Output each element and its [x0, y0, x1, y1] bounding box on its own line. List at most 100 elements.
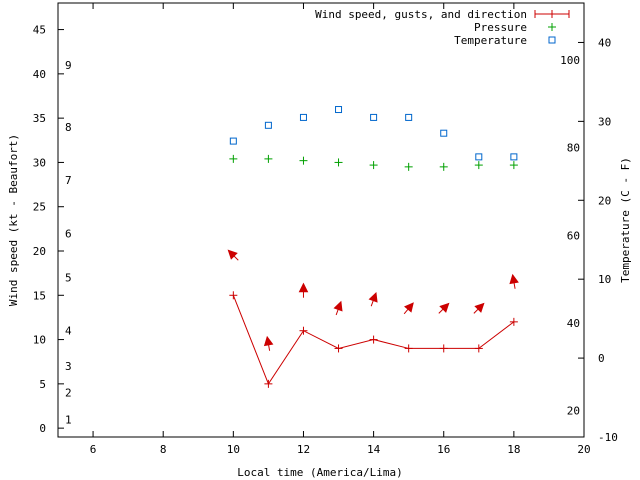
y-left-tick-label: 20 [33, 245, 46, 258]
x-tick-label: 10 [227, 443, 240, 456]
pressure-point [404, 162, 413, 171]
plot-area [57, 2, 585, 438]
temperature-point [299, 113, 307, 121]
pressure-point [264, 154, 273, 163]
y-left-tick-label: 40 [33, 68, 46, 81]
beaufort-scale: 1 2 3 4 5 6 7 8 9 [65, 59, 72, 426]
y-right-fahrenheit-label: 20 [567, 405, 580, 418]
temperature-point [510, 153, 518, 161]
wind-speed-point [509, 317, 518, 326]
wind-speed-point [229, 291, 238, 300]
temperature-point [335, 106, 343, 114]
temperature-point [405, 113, 413, 121]
wind-arrow-head [333, 300, 343, 312]
temperature-point [370, 113, 378, 121]
wind-speed-point [334, 344, 343, 353]
beaufort-label: 5 [65, 272, 72, 285]
legend-temperature-marker [548, 36, 556, 44]
beaufort-label: 4 [65, 325, 72, 338]
legend-wind-label: Wind speed, gusts, and direction [315, 8, 527, 21]
pressure-point [369, 161, 378, 170]
y-left-tick-label: 45 [33, 24, 46, 37]
temperature-point [264, 121, 272, 129]
y-left-tick-label: 0 [39, 422, 46, 435]
y-right-celsius-label: 30 [598, 115, 611, 128]
x-axis-ticks: 6 8 10 12 14 16 18 20 [90, 3, 591, 456]
wind-speed-point [404, 344, 413, 353]
wind-direction-arrow [473, 302, 485, 314]
y-left-tick-label: 15 [33, 289, 46, 302]
wind-arrow-head [474, 302, 485, 313]
wind-direction-arrow [403, 302, 414, 315]
wind-speed-point [439, 344, 448, 353]
pressure-point [229, 154, 238, 163]
y-right-fahrenheit-label: 40 [567, 317, 580, 330]
y-right-fahrenheit-label: 80 [567, 142, 580, 155]
y-left-tick-label: 30 [33, 156, 46, 169]
y-left-tick-label: 5 [39, 378, 46, 391]
temperature-point [440, 129, 448, 137]
temperature-point [229, 137, 237, 145]
y-right-celsius-label: -10 [598, 431, 618, 444]
x-tick-label: 6 [90, 443, 97, 456]
x-tick-label: 20 [577, 443, 590, 456]
beaufort-label: 7 [65, 174, 72, 187]
y-right-fahrenheit-label: 60 [567, 229, 580, 242]
wind-direction-arrow [368, 291, 378, 307]
y-right-celsius-label: 0 [598, 352, 605, 365]
wind-arrow-head [439, 302, 450, 313]
x-tick-label: 18 [507, 443, 520, 456]
x-tick-label: 8 [160, 443, 167, 456]
y-left-tick-label: 25 [33, 201, 46, 214]
y-right-celsius-label: 40 [598, 36, 611, 49]
wind-arrow-head [227, 249, 238, 260]
wind-arrow-head [263, 335, 274, 347]
wind-direction-arrow [227, 249, 239, 261]
y-right-fahrenheit-label: 100 [560, 54, 580, 67]
beaufort-label: 1 [65, 413, 72, 426]
wind-direction-arrow [263, 335, 274, 351]
wind-speed-point [299, 326, 308, 335]
y-left-axis-label: Wind speed (kt - Beaufort) [7, 134, 20, 306]
y-left-tick-label: 35 [33, 112, 46, 125]
wind-arrow-head [298, 282, 309, 293]
wind-arrow-head [404, 302, 414, 313]
beaufort-label: 6 [65, 227, 72, 240]
wind-direction-arrow [438, 302, 450, 314]
pressure-point [439, 162, 448, 171]
wind-arrow-head [509, 273, 519, 285]
beaufort-label: 3 [65, 360, 72, 373]
legend-pressure-marker [548, 23, 556, 31]
beaufort-label: 9 [65, 59, 72, 72]
wind-speed-point [369, 335, 378, 344]
legend-pressure-label: Pressure [474, 21, 527, 34]
legend-wind-swatch [534, 10, 570, 18]
wind-direction-arrow [509, 273, 519, 289]
y-right-celsius-label: 20 [598, 194, 611, 207]
beaufort-label: 2 [65, 387, 72, 400]
data-series [227, 106, 519, 388]
legend-temperature-label: Temperature [454, 34, 527, 47]
x-tick-label: 16 [437, 443, 450, 456]
wind-direction-arrow [298, 282, 309, 298]
wind-direction-arrow [333, 300, 343, 316]
x-tick-label: 12 [297, 443, 310, 456]
y-left-axis-ticks: 0 5 10 15 20 25 30 35 40 45 [33, 24, 64, 435]
legend: Wind speed, gusts, and direction Pressur… [315, 8, 570, 47]
pressure-point [334, 158, 343, 167]
wind-speed-point [474, 344, 483, 353]
x-axis-label: Local time (America/Lima) [237, 466, 403, 479]
y-right-axis-ticks: -10 0 10 20 30 40 20 40 60 80 100 [560, 36, 618, 444]
temperature-point [475, 153, 483, 161]
x-tick-label: 14 [367, 443, 381, 456]
pressure-point [474, 161, 483, 170]
beaufort-label: 8 [65, 121, 72, 134]
y-left-tick-label: 10 [33, 334, 46, 347]
pressure-point [509, 161, 518, 170]
wind-arrow-head [368, 291, 378, 303]
y-right-axis-label: Temperature (C - F) [619, 157, 632, 283]
pressure-point [299, 156, 308, 165]
y-right-celsius-label: 10 [598, 273, 611, 286]
wind-speed-point [264, 379, 273, 388]
